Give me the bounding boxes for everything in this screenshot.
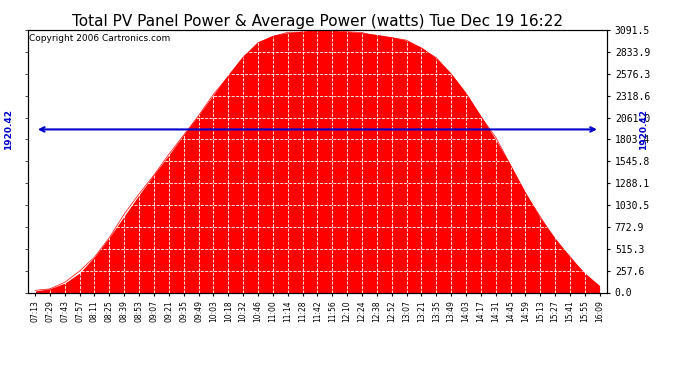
Title: Total PV Panel Power & Average Power (watts) Tue Dec 19 16:22: Total PV Panel Power & Average Power (wa… <box>72 14 563 29</box>
Text: 1920.42: 1920.42 <box>639 109 648 150</box>
Text: 1920.42: 1920.42 <box>4 109 13 150</box>
Text: Copyright 2006 Cartronics.com: Copyright 2006 Cartronics.com <box>29 34 170 43</box>
